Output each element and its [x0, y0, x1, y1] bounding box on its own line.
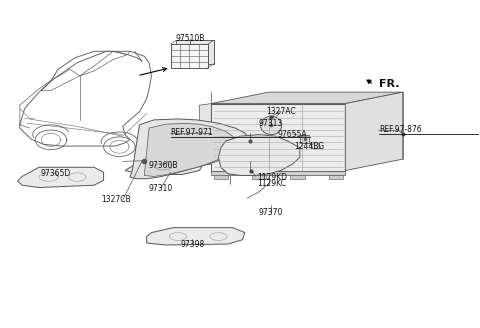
Polygon shape [144, 124, 238, 176]
Polygon shape [214, 175, 228, 179]
Text: 97655A: 97655A [278, 130, 308, 139]
Polygon shape [211, 104, 345, 171]
Text: 97365D: 97365D [41, 169, 71, 178]
Polygon shape [345, 92, 403, 171]
Text: REF.97-876: REF.97-876 [379, 125, 421, 134]
Polygon shape [125, 159, 204, 174]
Polygon shape [252, 175, 266, 179]
Polygon shape [199, 104, 211, 166]
Polygon shape [147, 228, 245, 245]
Text: 97510B: 97510B [175, 34, 204, 43]
Polygon shape [130, 119, 250, 179]
Polygon shape [211, 92, 403, 104]
Text: 97360B: 97360B [149, 161, 178, 170]
Polygon shape [17, 167, 104, 188]
Text: 1129KC: 1129KC [257, 179, 286, 188]
Text: 97370: 97370 [259, 209, 283, 217]
Text: 97313: 97313 [259, 119, 283, 128]
Polygon shape [218, 134, 300, 175]
Text: 1244BG: 1244BG [294, 142, 324, 151]
Polygon shape [261, 116, 282, 134]
Text: REF.97-971: REF.97-971 [170, 129, 213, 137]
Polygon shape [311, 143, 321, 148]
Text: 97398: 97398 [180, 239, 204, 249]
Text: 97310: 97310 [149, 184, 173, 193]
Polygon shape [300, 134, 310, 143]
Text: FR.: FR. [379, 79, 399, 89]
Text: 1327CB: 1327CB [101, 195, 131, 204]
Polygon shape [211, 171, 345, 175]
Text: 1129KD: 1129KD [257, 173, 287, 182]
Polygon shape [290, 175, 305, 179]
Bar [170, 44, 208, 68]
Polygon shape [176, 40, 214, 64]
Polygon shape [328, 175, 343, 179]
Polygon shape [368, 80, 372, 84]
Text: 1327AC: 1327AC [266, 107, 296, 116]
Polygon shape [366, 80, 372, 84]
